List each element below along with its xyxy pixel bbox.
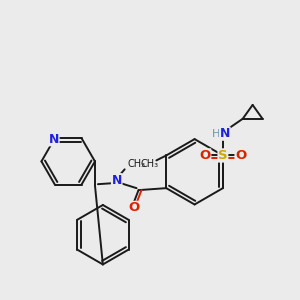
Text: N: N — [49, 133, 59, 146]
Text: CH₃: CH₃ — [128, 159, 146, 170]
Text: O: O — [128, 202, 139, 214]
Text: O: O — [235, 149, 246, 162]
Text: H: H — [212, 129, 220, 139]
Text: CH₃: CH₃ — [140, 159, 158, 170]
Text: N: N — [112, 174, 122, 187]
Text: O: O — [200, 149, 211, 162]
Text: S: S — [218, 149, 228, 162]
Text: N: N — [220, 127, 230, 140]
